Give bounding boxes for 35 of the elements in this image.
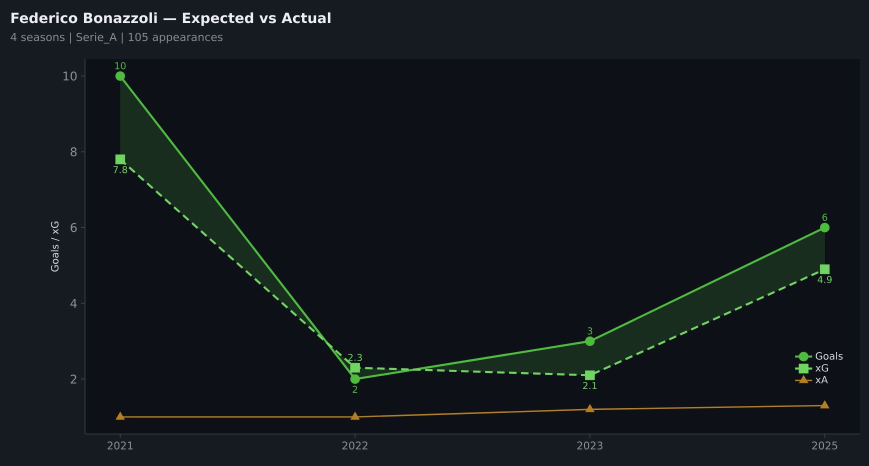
chart-subtitle: 4 seasons | Serie_A | 105 appearances: [10, 32, 223, 44]
y-tick-label: 8: [70, 147, 77, 156]
point: [585, 370, 595, 380]
x-tick-label: 2021: [108, 442, 133, 450]
point: [820, 264, 830, 274]
data-label: 2: [352, 386, 358, 393]
chart-title: Federico Bonazzoli — Expected vs Actual: [11, 12, 330, 26]
data-label: 2.3: [348, 354, 362, 362]
x-tick-label: 2023: [577, 442, 602, 450]
legend-label: Goals: [816, 352, 843, 360]
point: [585, 404, 595, 412]
y-tick-label: 2: [70, 374, 76, 384]
legend-label: xA: [815, 376, 828, 384]
point: [350, 412, 360, 420]
point: [350, 362, 360, 373]
data-label: 7.8: [113, 166, 128, 174]
y-tick-label: 10: [64, 72, 77, 81]
data-label: 6: [822, 214, 828, 221]
point: [116, 412, 125, 420]
data-label: 2.1: [583, 382, 597, 390]
y-tick-label: 4: [70, 298, 77, 308]
data-label: 4.9: [818, 276, 832, 284]
y-tick-label: 6: [70, 223, 77, 232]
point: [820, 400, 830, 408]
point: [820, 222, 830, 232]
point: [115, 71, 126, 81]
x-tick-label: 2022: [342, 442, 368, 450]
point: [115, 154, 126, 164]
x-tick-label: 2025: [812, 442, 838, 450]
point: [585, 336, 595, 346]
data-label: 10: [115, 62, 126, 70]
data-label: 3: [588, 327, 592, 335]
y-axis-title: Goals / xG: [50, 222, 60, 272]
legend-label: xG: [815, 364, 828, 372]
point: [350, 374, 360, 384]
